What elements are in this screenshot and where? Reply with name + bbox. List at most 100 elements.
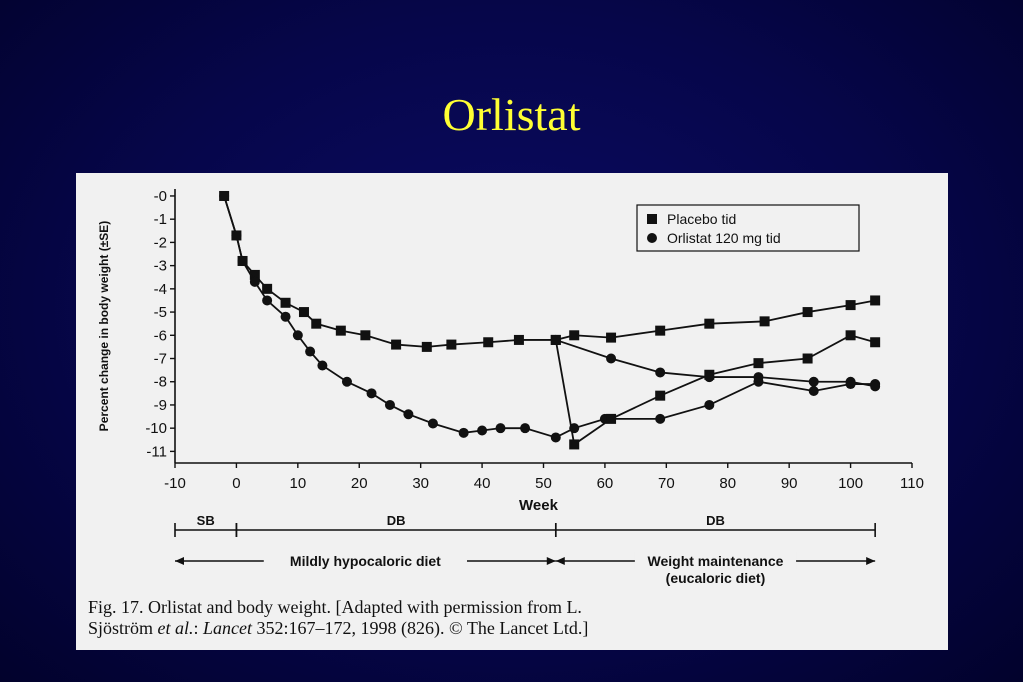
legend-label: Orlistat 120 mg tid <box>667 230 781 246</box>
data-point-square <box>569 330 580 341</box>
caption-etal: et al. <box>157 618 194 638</box>
data-point-circle <box>458 427 469 438</box>
y-tick-label: -3 <box>154 258 167 275</box>
data-point-square <box>483 337 494 348</box>
caption-line-1: Fig. 17. Orlistat and body weight. [Adap… <box>88 597 582 617</box>
series-line <box>555 339 876 388</box>
data-point-square <box>335 325 346 336</box>
y-tick-label: -8 <box>154 374 167 391</box>
x-tick-label: -10 <box>164 475 186 492</box>
data-point-circle <box>219 190 230 201</box>
data-point-circle <box>870 381 881 392</box>
data-point-circle <box>366 388 377 399</box>
phase-label: SB <box>197 513 215 528</box>
data-point-circle <box>845 376 856 387</box>
data-point-circle <box>341 376 352 387</box>
y-tick-label: -10 <box>145 420 167 437</box>
data-point-circle <box>655 367 666 378</box>
y-tick-label: -6 <box>154 327 167 344</box>
data-point-square <box>802 353 813 364</box>
data-point-circle <box>606 353 617 364</box>
data-point-circle <box>249 276 260 287</box>
weight-change-chart: -0 -1 -2 -3 -4 -5 -6 -7 -8 -9 -10 -11 -10 0 10 20 30 40 50… <box>97 188 924 586</box>
figure-caption: Fig. 17. Orlistat and body weight. [Adap… <box>88 597 948 639</box>
data-point-square <box>606 332 617 343</box>
y-tick-label: -9 <box>154 397 167 414</box>
caption-colon: : <box>193 618 204 638</box>
data-point-square <box>311 318 322 329</box>
period-label-bg <box>634 552 797 569</box>
data-point-circle <box>550 334 561 345</box>
data-point-circle <box>550 432 561 443</box>
y-tick-label: -11 <box>146 443 167 460</box>
period-arrowhead-left <box>555 557 565 565</box>
legend-marker-circle <box>647 233 657 243</box>
period-arrowhead-right <box>546 557 556 565</box>
period-label: Weight maintenance <box>648 553 784 569</box>
data-point-square <box>606 413 617 424</box>
phase-label: DB <box>387 513 406 528</box>
data-point-circle <box>477 425 488 436</box>
data-point-circle <box>520 423 531 434</box>
period-arrowhead-left <box>175 557 184 565</box>
phase-label: DB <box>706 513 725 528</box>
legend-label: Placebo tid <box>667 211 736 227</box>
data-point-square <box>569 439 580 450</box>
x-tick-label: 30 <box>412 475 429 492</box>
x-tick-label: 40 <box>474 475 491 492</box>
data-point-circle <box>280 311 291 322</box>
y-tick-label: -4 <box>154 281 167 298</box>
x-tick-label: 90 <box>781 475 798 492</box>
data-point-circle <box>231 230 242 241</box>
legend-box <box>636 204 860 252</box>
data-point-square <box>249 269 260 280</box>
x-tick-label: 50 <box>535 475 552 492</box>
data-point-circle <box>292 330 303 341</box>
data-point-square <box>391 339 402 350</box>
caption-journal: Lancet <box>203 618 253 638</box>
x-tick-label: 0 <box>232 475 240 492</box>
y-tick-label: -0 <box>154 188 167 205</box>
period-label: Mildly hypocaloric diet <box>290 553 441 569</box>
x-tick-label: 100 <box>838 475 863 492</box>
data-point-square <box>280 297 291 308</box>
series-line <box>554 334 876 446</box>
data-point-square <box>513 334 524 345</box>
data-point-circle <box>427 418 438 429</box>
figure-panel: -0 -1 -2 -3 -4 -5 -6 -7 -8 -9 -10 -11 -10 0 10 20 30 40 50… <box>76 173 948 650</box>
data-point-square <box>360 330 371 341</box>
data-point-square <box>845 300 856 311</box>
data-point-square <box>655 325 666 336</box>
x-axis-title: Week <box>519 497 559 514</box>
data-point-square <box>298 307 309 318</box>
x-tick-label: 70 <box>658 475 675 492</box>
data-point-square <box>870 295 881 306</box>
data-point-circle <box>237 255 248 266</box>
data-point-circle <box>808 386 819 397</box>
data-point-square <box>704 318 715 329</box>
data-point-circle <box>403 409 414 420</box>
data-point-square <box>845 330 856 341</box>
x-tick-label: 60 <box>597 475 614 492</box>
data-point-circle <box>808 376 819 387</box>
data-point-square <box>421 341 432 352</box>
period-arrowhead-right <box>866 557 876 565</box>
x-tick-label: 80 <box>719 475 736 492</box>
data-point-circle <box>704 372 715 383</box>
caption-line-2: Sjöström et al.: Lancet 352:167–172, 199… <box>88 618 948 639</box>
data-point-circle <box>655 413 666 424</box>
slide-title: Orlistat <box>442 89 581 140</box>
data-point-square <box>802 307 813 318</box>
y-tick-label: -2 <box>154 234 167 251</box>
legend-marker-square <box>647 214 657 224</box>
data-point-circle <box>495 423 506 434</box>
period-label-bg <box>263 552 467 569</box>
data-point-circle <box>317 360 328 371</box>
data-point-circle <box>305 346 316 357</box>
data-point-square <box>262 283 273 294</box>
data-point-square <box>753 358 764 369</box>
y-tick-label: -1 <box>154 211 167 228</box>
caption-citation: 352:167–172, 1998 (826). © The Lancet Lt… <box>252 618 589 638</box>
data-point-square <box>446 339 457 350</box>
data-point-circle <box>704 399 715 410</box>
